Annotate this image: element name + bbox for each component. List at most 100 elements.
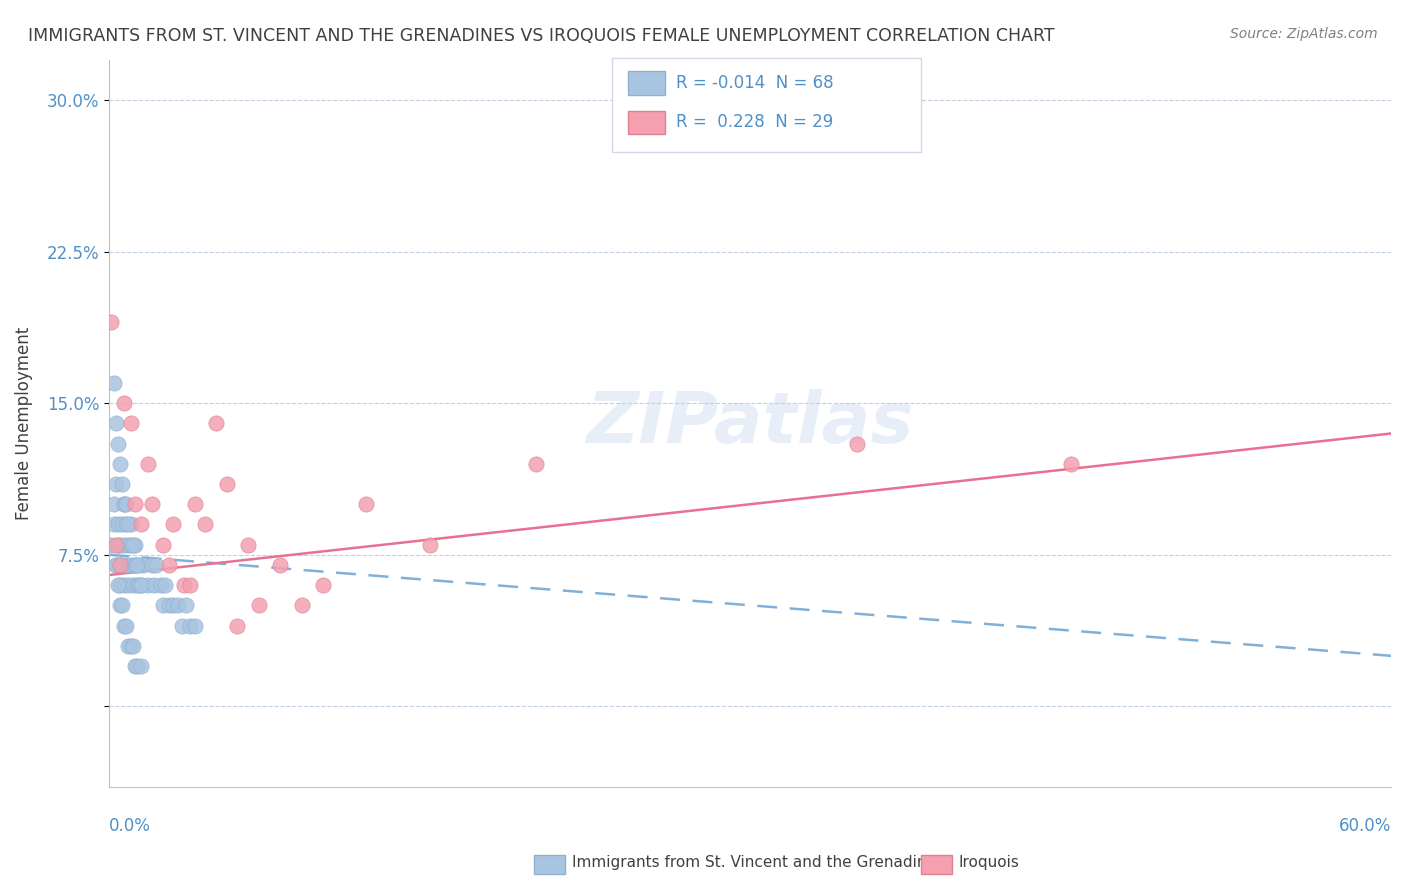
Point — [128, 558, 150, 572]
Point — [117, 639, 139, 653]
Point — [112, 578, 135, 592]
Point — [115, 618, 138, 632]
Point — [145, 558, 167, 572]
Point — [104, 558, 127, 572]
Point — [162, 599, 184, 613]
Point — [226, 618, 249, 632]
Point — [236, 538, 259, 552]
Point — [354, 497, 377, 511]
Point — [108, 599, 131, 613]
Point — [107, 436, 129, 450]
Point — [115, 558, 138, 572]
Point — [108, 578, 131, 592]
Point — [121, 639, 143, 653]
Point — [183, 497, 205, 511]
Point — [121, 538, 143, 552]
Point — [179, 618, 201, 632]
Point — [125, 558, 148, 572]
Point — [108, 457, 131, 471]
Point — [111, 599, 134, 613]
Point — [117, 538, 139, 552]
Text: IMMIGRANTS FROM ST. VINCENT AND THE GRENADINES VS IROQUOIS FEMALE UNEMPLOYMENT C: IMMIGRANTS FROM ST. VINCENT AND THE GREN… — [28, 27, 1054, 45]
Point — [112, 497, 135, 511]
Point — [100, 538, 122, 552]
Point — [152, 599, 174, 613]
Text: Source: ZipAtlas.com: Source: ZipAtlas.com — [1230, 27, 1378, 41]
Text: 60.0%: 60.0% — [1339, 817, 1391, 835]
Point — [157, 599, 180, 613]
Point — [141, 497, 163, 511]
Point — [143, 578, 166, 592]
Point — [111, 558, 134, 572]
Point — [152, 538, 174, 552]
Point — [100, 315, 122, 329]
Point — [120, 558, 142, 572]
Point — [129, 578, 152, 592]
Point — [132, 558, 155, 572]
Text: 0.0%: 0.0% — [110, 817, 150, 835]
Point — [115, 517, 138, 532]
Point — [153, 578, 176, 592]
Text: R =  0.228  N = 29: R = 0.228 N = 29 — [676, 113, 834, 131]
Point — [104, 558, 127, 572]
Point — [419, 538, 441, 552]
Text: Iroquois: Iroquois — [959, 855, 1019, 870]
Point — [526, 457, 548, 471]
Point — [125, 578, 148, 592]
Point — [128, 578, 150, 592]
Point — [269, 558, 291, 572]
Point — [120, 517, 142, 532]
Point — [205, 417, 228, 431]
Point — [120, 639, 142, 653]
Point — [111, 517, 134, 532]
Point — [290, 599, 312, 613]
Point — [107, 517, 129, 532]
Point — [247, 599, 270, 613]
Text: Immigrants from St. Vincent and the Grenadines: Immigrants from St. Vincent and the Gren… — [572, 855, 945, 870]
Point — [129, 578, 152, 592]
Point — [124, 558, 146, 572]
Point — [129, 659, 152, 673]
Point — [149, 578, 172, 592]
Point — [125, 659, 148, 673]
Point — [121, 578, 143, 592]
Point — [120, 538, 142, 552]
Point — [103, 376, 125, 390]
Point — [136, 457, 159, 471]
Point — [312, 578, 335, 592]
Point — [104, 417, 127, 431]
Point — [162, 517, 184, 532]
Point — [104, 538, 127, 552]
Point — [112, 396, 135, 410]
Point — [108, 538, 131, 552]
Point — [136, 578, 159, 592]
Point — [120, 417, 142, 431]
Point — [170, 618, 193, 632]
Point — [215, 477, 238, 491]
Point — [166, 599, 188, 613]
Text: R = -0.014  N = 68: R = -0.014 N = 68 — [676, 74, 834, 92]
Point — [107, 538, 129, 552]
Point — [183, 618, 205, 632]
Point — [179, 578, 201, 592]
Point — [124, 538, 146, 552]
Point — [173, 578, 195, 592]
Text: ZIPatlas: ZIPatlas — [586, 389, 914, 458]
Point — [103, 497, 125, 511]
Point — [157, 558, 180, 572]
Point — [124, 558, 146, 572]
Point — [111, 477, 134, 491]
Point — [124, 659, 146, 673]
Point — [104, 477, 127, 491]
Point — [107, 578, 129, 592]
Point — [117, 578, 139, 592]
Point — [108, 558, 131, 572]
Point — [103, 517, 125, 532]
Point — [1059, 457, 1081, 471]
Point — [124, 497, 146, 511]
Point — [129, 517, 152, 532]
Point — [112, 618, 135, 632]
Point — [194, 517, 217, 532]
Point — [845, 436, 868, 450]
Y-axis label: Female Unemployment: Female Unemployment — [15, 326, 32, 520]
